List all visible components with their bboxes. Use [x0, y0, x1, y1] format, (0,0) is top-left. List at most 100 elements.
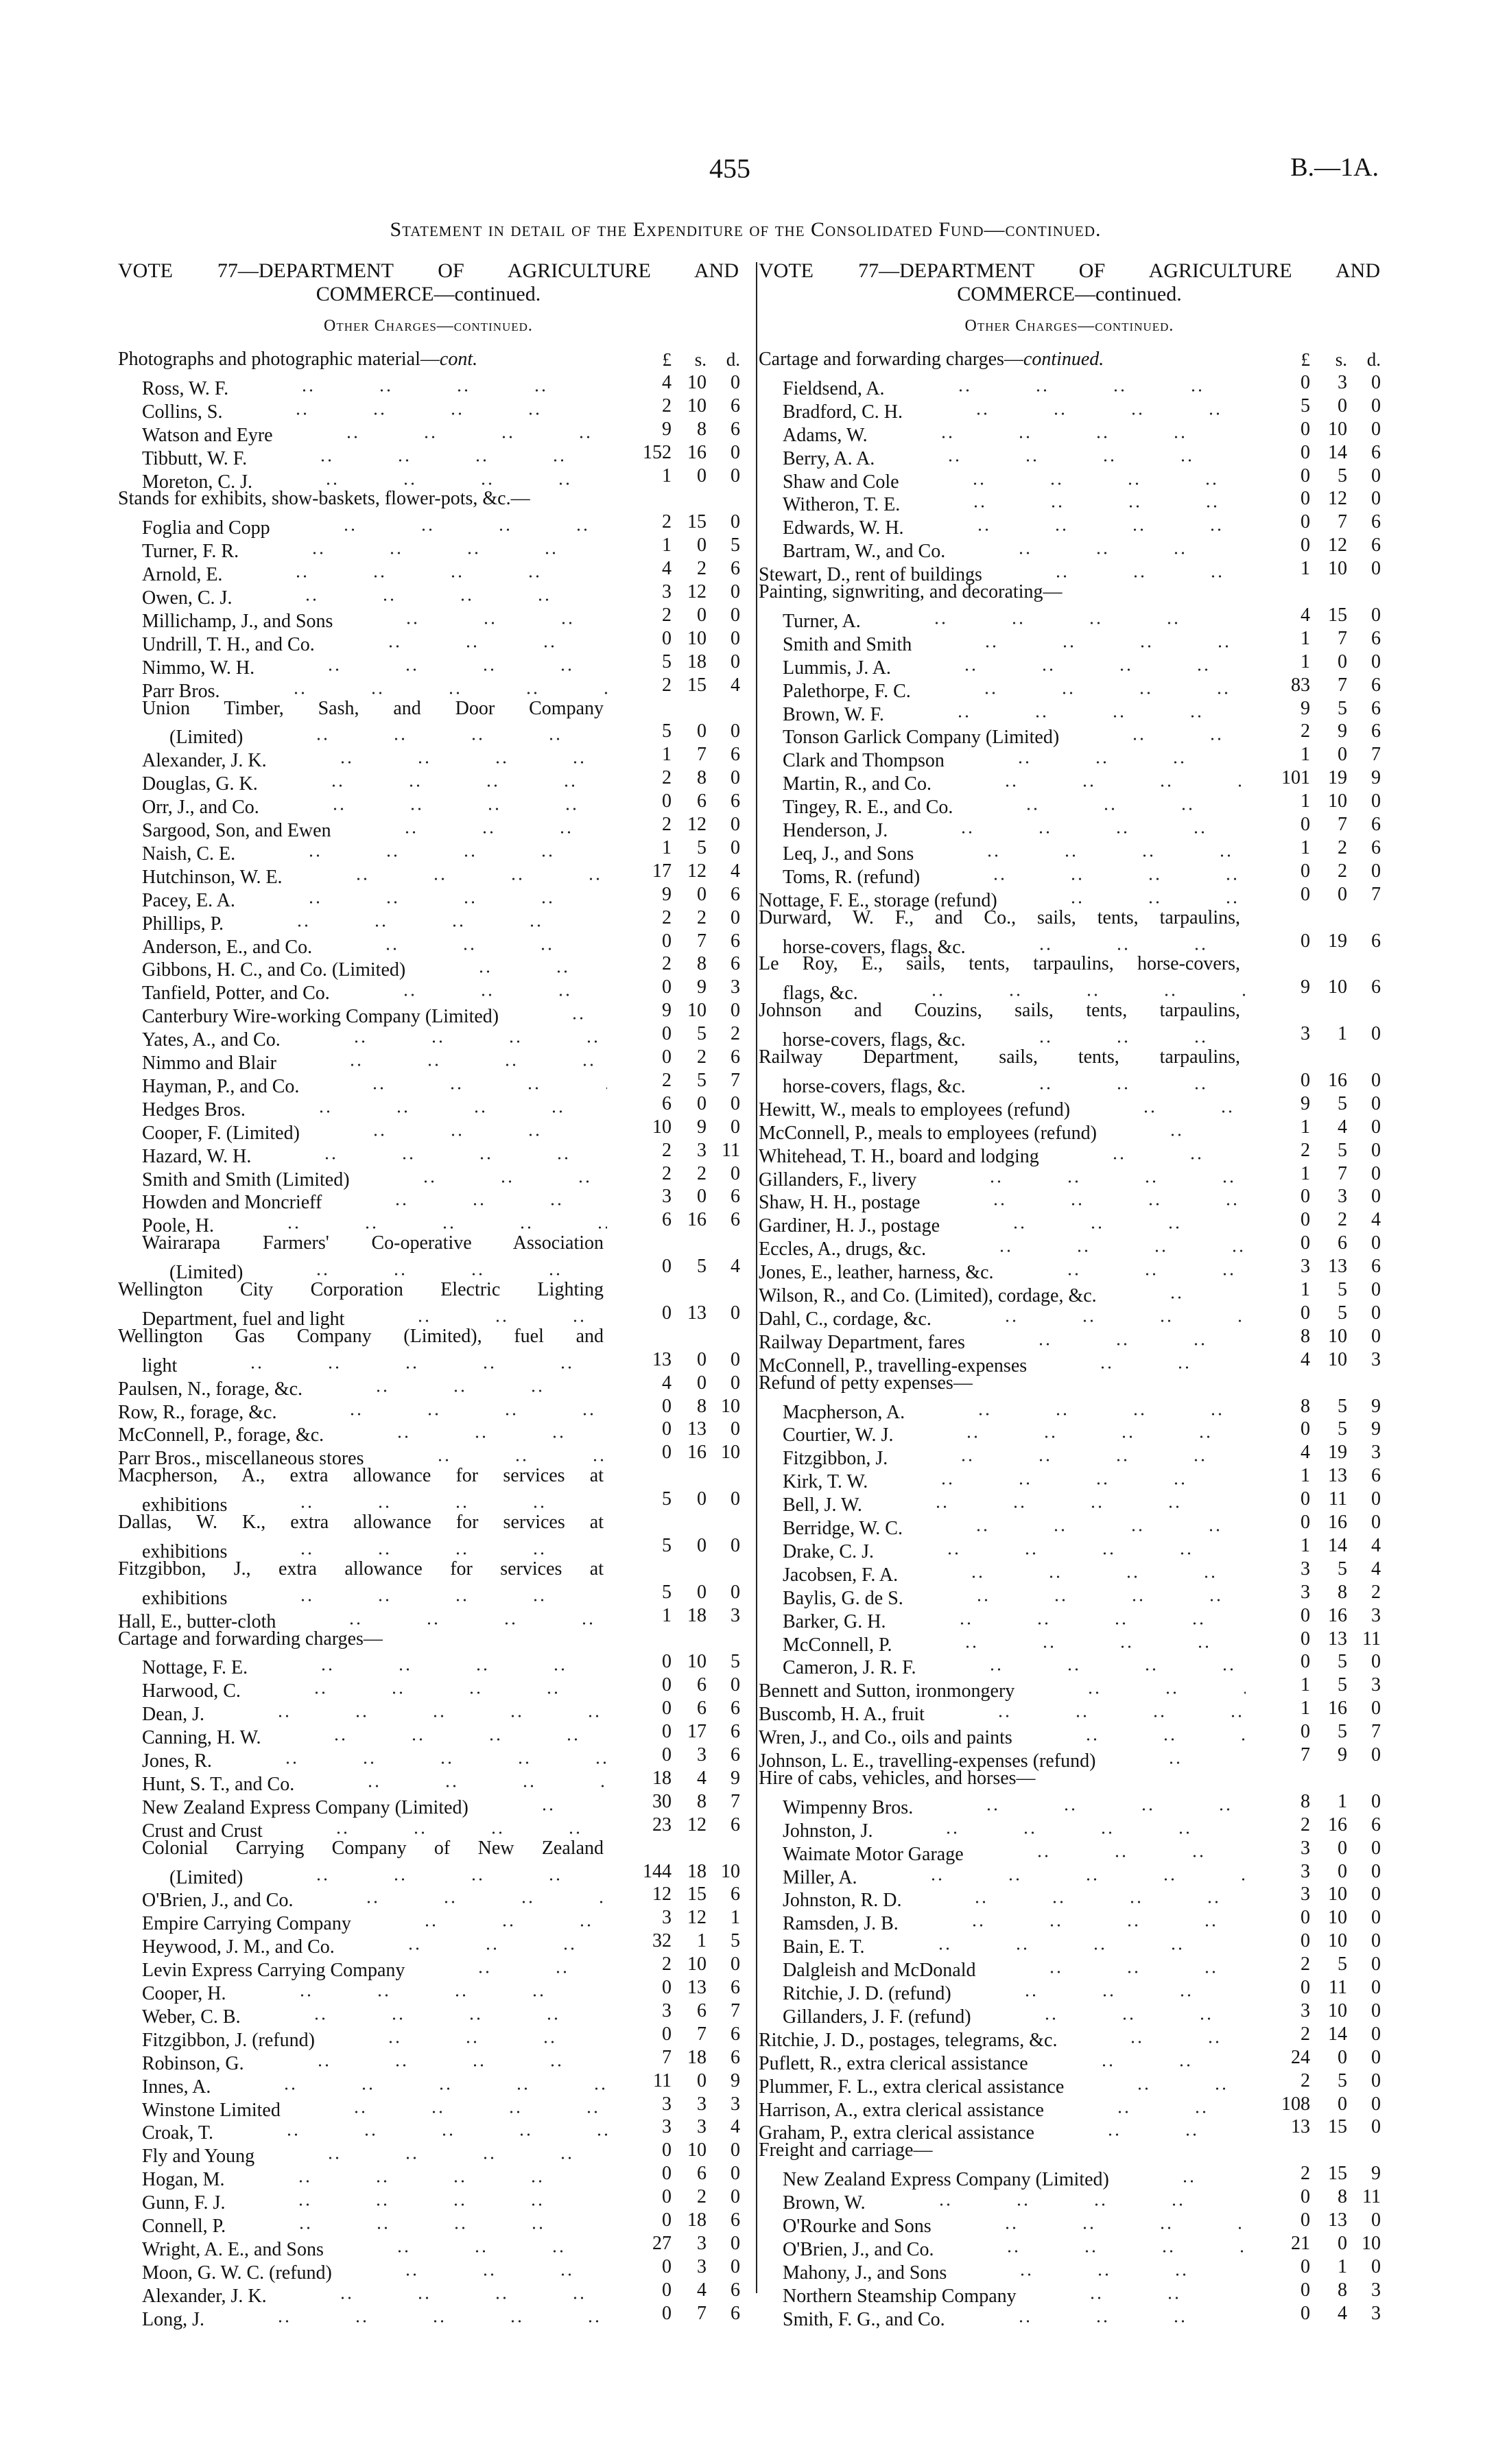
entry-text: McConnell, P., meals to employees (refun…: [759, 1115, 1248, 1145]
dot-leader: [237, 1534, 607, 1558]
pounds-amount: 0: [662, 1721, 672, 1743]
entry-text: Bain, E. T.: [783, 1929, 1248, 1959]
shillings-amount: 12: [687, 814, 707, 835]
pence-amount: 0: [1371, 1744, 1381, 1765]
shillings-amount: 1: [1338, 2255, 1347, 2277]
pounds-amount: 101: [1281, 767, 1310, 789]
entry-label: Collins, S.: [142, 401, 223, 423]
pounds-amount: 0: [662, 1698, 672, 1720]
pence-amount: 6: [731, 1046, 740, 1068]
entry-label: Lummis, J. A.: [783, 657, 891, 679]
shillings-amount: 4: [1338, 2302, 1347, 2324]
dot-leader: [1003, 1255, 1246, 1279]
shillings-amount: 16: [1328, 1069, 1347, 1091]
pence-amount: 11: [1362, 1628, 1381, 1650]
entry-label: Hedges Bros.: [142, 1099, 246, 1120]
dot-leader: [233, 906, 607, 930]
dot-leader: [936, 1232, 1246, 1256]
entry-label: Pacey, E. A.: [142, 889, 235, 911]
pounds-amount: 0: [662, 627, 672, 649]
entry-label: Phillips, P.: [142, 913, 224, 935]
dot-leader: [252, 720, 607, 744]
shillings-amount: 10: [687, 371, 707, 393]
dot-leader: [1067, 2022, 1246, 2046]
entry-text: light: [142, 1348, 610, 1378]
entry-label: Fitzgibbon, J.: [783, 1448, 888, 1470]
dot-leader: [949, 1208, 1246, 1232]
shillings-amount: 3: [697, 2093, 707, 2115]
entry-text: Collins, S.: [142, 394, 610, 424]
pounds-amount: 2: [662, 674, 672, 696]
entry-label: Tibbutt, W. F.: [142, 447, 248, 469]
pence-amount: 9: [731, 2069, 740, 2091]
pounds-amount: 152: [643, 441, 672, 463]
pounds-amount: 2: [662, 604, 672, 626]
entry-text: Stewart, D., rent of buildings: [759, 557, 1248, 587]
dot-leader: [232, 557, 607, 581]
pence-amount: 0: [1371, 1930, 1381, 1952]
pence-amount: 0: [1371, 860, 1381, 882]
entry-text: Wairarapa Farmers' Co-operative Associat…: [142, 1232, 604, 1255]
dot-leader: [261, 1138, 607, 1162]
entry-text: Gardiner, H. J., postage: [759, 1208, 1248, 1238]
entry-text: Miller, A.: [783, 1859, 1248, 1890]
dot-leader: [359, 1162, 607, 1186]
entry-text: Graham, P., extra clerical assistance: [759, 2115, 1248, 2145]
shillings-amount: 0: [1338, 650, 1347, 672]
pence-amount: 0: [731, 581, 740, 602]
dot-leader: [234, 2162, 607, 2186]
shillings-amount: 0: [697, 1348, 707, 1370]
pence-amount: 4: [731, 860, 740, 882]
pence-amount: 6: [1371, 1814, 1381, 1835]
pence-amount: 0: [731, 1000, 740, 1022]
entry-label: O'Brien, J., and Co.: [783, 2238, 934, 2260]
pounds-amount: 2: [662, 1953, 672, 1975]
dot-leader: [1106, 1115, 1246, 1139]
pence-amount: 0: [1371, 2023, 1381, 2045]
entry-label: Naish, C. E.: [142, 843, 236, 865]
shillings-amount: 0: [697, 604, 707, 626]
dot-leader: [962, 790, 1246, 814]
pounds-amount: 27: [652, 2232, 672, 2254]
pence-amount: 7: [731, 1999, 740, 2021]
entry-label: Wellington City Corporation Electric Lig…: [118, 1279, 604, 1300]
shillings-amount: 18: [687, 650, 707, 672]
pence-amount: 6: [731, 1977, 740, 1998]
pence-amount: 9: [1371, 1418, 1381, 1440]
pence-amount: 6: [731, 395, 740, 416]
entry-label: Macpherson, A.: [783, 1401, 905, 1423]
pence-amount: 0: [1371, 558, 1381, 580]
dot-leader: [1106, 1278, 1246, 1302]
entry-label: Cartage and forwarding charges—: [118, 1628, 383, 1650]
pounds-amount: 1: [1301, 1279, 1310, 1300]
pence-amount: 0: [1371, 1953, 1381, 1975]
pounds-amount: 1: [1301, 744, 1310, 766]
pence-amount: 0: [731, 1488, 740, 1510]
entry-text: Brown, W.: [783, 2185, 1248, 2215]
shillings-amount: 10: [1328, 1325, 1347, 1347]
entry-text: Parr Bros., miscellaneous stores: [118, 1441, 610, 1470]
entry-label: Palethorpe, F. C.: [783, 680, 911, 702]
entry-text: Adams, W.: [783, 417, 1248, 447]
pence-amount: 0: [731, 814, 740, 835]
entry-label: Gardiner, H. J., postage: [759, 1215, 940, 1237]
entry-label: Hewitt, W., meals to employees (refund): [759, 1099, 1071, 1120]
pence-amount: 0: [1371, 1302, 1381, 1324]
pounds-amount: 0: [1301, 814, 1310, 835]
dot-leader: [285, 1604, 607, 1628]
entry-text: Moreton, C. J.: [142, 464, 610, 494]
entry-text: Weber, C. B.: [142, 1999, 610, 2029]
dot-leader: [309, 1068, 607, 1092]
entry-text: Brown, W. F.: [783, 696, 1248, 727]
dot-leader: [221, 1744, 607, 1767]
pounds-amount: 2: [1301, 2163, 1310, 2185]
shillings-amount: 0: [697, 883, 707, 905]
shillings-amount: 5: [1338, 1674, 1347, 1696]
shillings-amount: 3: [697, 2255, 707, 2277]
entry-text: Waimate Motor Garage: [783, 1836, 1248, 1866]
entry-text: Fieldsend, A.: [783, 371, 1248, 401]
entry-label: Wren, J., and Co., oils and paints: [759, 1727, 1012, 1749]
entry-label: Hogan, M.: [142, 2169, 225, 2191]
pence-amount: 0: [731, 465, 740, 486]
pence-amount: 6: [1371, 930, 1381, 952]
